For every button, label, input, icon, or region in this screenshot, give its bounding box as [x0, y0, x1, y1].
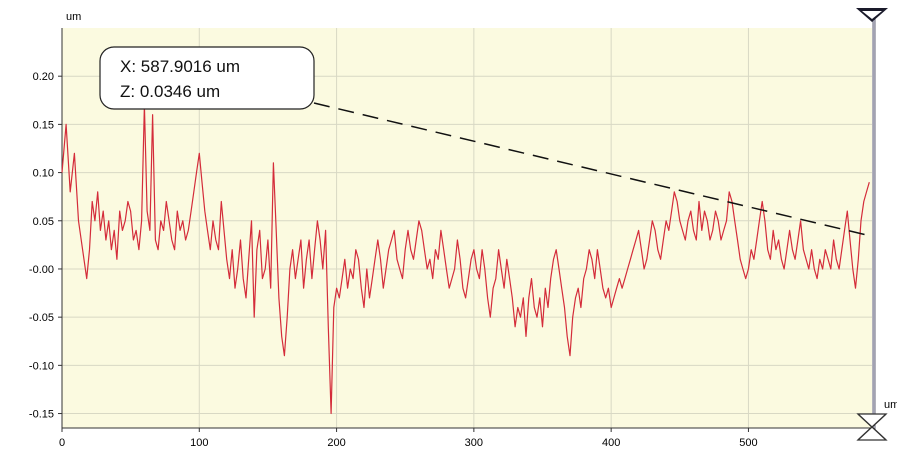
x-tick-label: 0	[59, 437, 65, 449]
y-tick-label: -0.05	[29, 312, 54, 324]
y-axis-ticks: 0.20 0.15 0.10 0.05 -0.00 -0.05 -0.10 -0.15	[29, 71, 62, 421]
x-tick-label: 500	[739, 437, 757, 449]
x-axis-ticks: 0 100 200 300 400 500	[59, 428, 758, 449]
cursor-top-handle-inner-icon	[862, 11, 882, 19]
y-tick-label: 0.05	[33, 216, 54, 228]
y-unit-label: um	[66, 11, 81, 23]
x-tick-label: 300	[465, 437, 483, 449]
series-profile-line	[61, 104, 870, 415]
grid	[61, 28, 872, 428]
callout-z-value: Z: 0.0346 um	[120, 82, 220, 101]
y-tick-label: -0.10	[29, 360, 54, 372]
y-tick-label: -0.15	[29, 409, 54, 421]
x-tick-label: 400	[602, 437, 620, 449]
x-unit-label: um	[884, 399, 897, 411]
callout-x-value: X: 587.9016 um	[120, 57, 240, 76]
callout-leader-line	[313, 102, 870, 237]
y-tick-label: 0.10	[33, 168, 54, 180]
y-tick-label: 0.15	[33, 119, 54, 131]
y-tick-label: -0.00	[29, 264, 54, 276]
cursor-bottom-handle-shape	[856, 413, 888, 441]
callout-box	[99, 46, 315, 110]
x-tick-label: 100	[190, 437, 208, 449]
y-tick-label: 0.20	[33, 71, 54, 83]
x-tick-label: 200	[327, 437, 345, 449]
